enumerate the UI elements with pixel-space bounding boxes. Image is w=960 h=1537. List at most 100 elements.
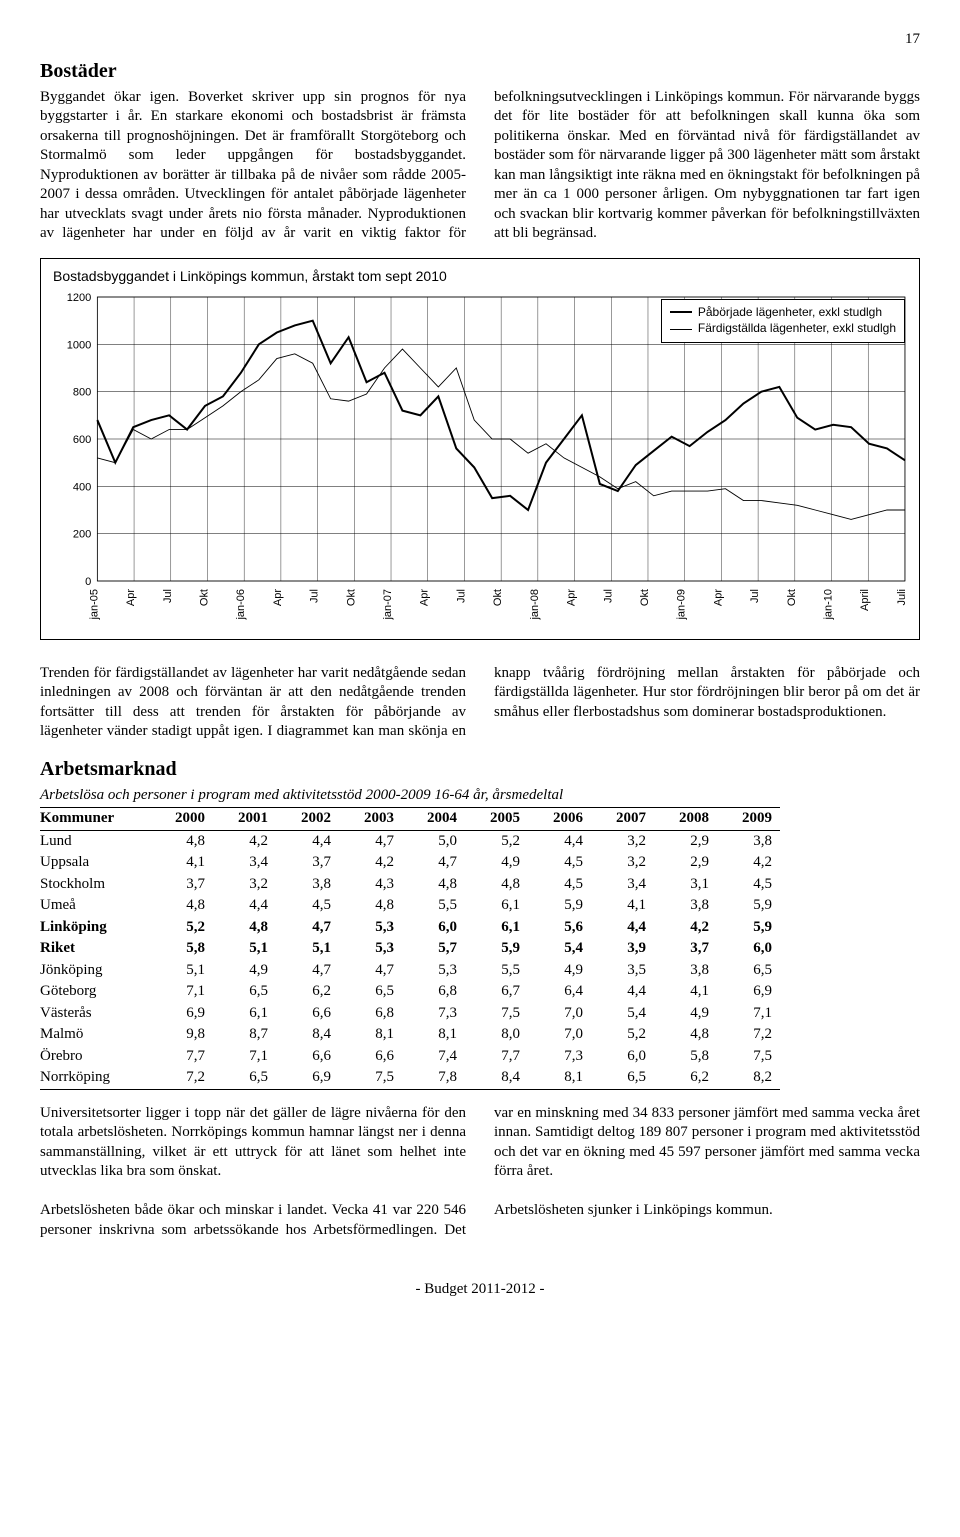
table-cell: 9,8 (150, 1024, 213, 1046)
table-cell: Jönköping (40, 960, 150, 982)
table-row: Jönköping5,14,94,74,75,35,54,93,53,86,5 (40, 960, 780, 982)
table-cell: 6,5 (591, 1067, 654, 1089)
table-cell: 6,4 (528, 981, 591, 1003)
table-cell: 6,5 (339, 981, 402, 1003)
section-bostader-body: Byggandet ökar igen. Boverket skriver up… (40, 88, 920, 244)
svg-text:Jul: Jul (309, 589, 321, 603)
table-cell: 4,7 (276, 960, 339, 982)
table-cell: 6,6 (276, 1003, 339, 1025)
section-arbetsmarknad-title: Arbetsmarknad (40, 756, 920, 782)
table-cell: 6,5 (717, 960, 780, 982)
table-cell: 7,4 (402, 1046, 465, 1068)
table-cell: 5,9 (717, 895, 780, 917)
table-cell: 6,0 (717, 938, 780, 960)
table-cell: 4,9 (213, 960, 276, 982)
table-row: Umeå4,84,44,54,85,56,15,94,13,85,9 (40, 895, 780, 917)
table-row: Västerås6,96,16,66,87,37,57,05,44,97,1 (40, 1003, 780, 1025)
table-cell: 4,3 (339, 874, 402, 896)
table-header-cell: 2008 (654, 808, 717, 831)
table-cell: 5,1 (276, 938, 339, 960)
table-cell: Umeå (40, 895, 150, 917)
svg-text:Okt: Okt (639, 589, 651, 606)
table-cell: 8,7 (213, 1024, 276, 1046)
table-cell: 5,2 (465, 830, 528, 852)
table-cell: 4,8 (465, 874, 528, 896)
table-cell: 4,7 (276, 917, 339, 939)
table-cell: Lund (40, 830, 150, 852)
table-cell: 8,1 (402, 1024, 465, 1046)
table-cell: Riket (40, 938, 150, 960)
table-title: Arbetslösa och personer i program med ak… (40, 786, 920, 806)
table-cell: 6,8 (402, 981, 465, 1003)
table-cell: 5,9 (465, 938, 528, 960)
table-cell: 4,8 (402, 874, 465, 896)
table-cell: Uppsala (40, 852, 150, 874)
table-cell: 8,4 (276, 1024, 339, 1046)
svg-text:1200: 1200 (67, 292, 92, 304)
legend-item: Påbörjade lägenheter, exkl studlgh (670, 305, 896, 321)
table-cell: 5,4 (528, 938, 591, 960)
unemployment-table: Kommuner20002001200220032004200520062007… (40, 807, 780, 1090)
table-cell: 4,1 (654, 981, 717, 1003)
table-row: Lund4,84,24,44,75,05,24,43,22,93,8 (40, 830, 780, 852)
page-footer: - Budget 2011-2012 - (40, 1280, 920, 1300)
table-cell: 8,1 (528, 1067, 591, 1089)
legend-label: Färdigställda lägenheter, exkl studlgh (698, 321, 896, 337)
table-cell: 4,9 (465, 852, 528, 874)
table-cell: 5,0 (402, 830, 465, 852)
svg-text:jan-07: jan-07 (382, 589, 394, 621)
table-cell: 4,8 (654, 1024, 717, 1046)
svg-text:600: 600 (73, 434, 91, 446)
table-cell: 4,7 (402, 852, 465, 874)
table-cell: 7,8 (402, 1067, 465, 1089)
table-cell: 4,1 (150, 852, 213, 874)
table-row: Göteborg7,16,56,26,56,86,76,44,44,16,9 (40, 981, 780, 1003)
table-cell: 6,1 (213, 1003, 276, 1025)
table-header-cell: 2009 (717, 808, 780, 831)
table-cell: 4,4 (528, 830, 591, 852)
chart-legend: Påbörjade lägenheter, exkl studlgh Färdi… (661, 299, 905, 343)
table-cell: 4,5 (528, 874, 591, 896)
table-cell: 4,5 (717, 874, 780, 896)
table-row: Riket5,85,15,15,35,75,95,43,93,76,0 (40, 938, 780, 960)
table-cell: 3,2 (591, 852, 654, 874)
table-cell: 3,5 (591, 960, 654, 982)
table-cell: 4,7 (339, 960, 402, 982)
table-cell: 3,2 (213, 874, 276, 896)
table-cell: 8,0 (465, 1024, 528, 1046)
svg-text:Okt: Okt (198, 589, 210, 606)
legend-label: Påbörjade lägenheter, exkl studlgh (698, 305, 882, 321)
table-row: Malmö9,88,78,48,18,18,07,05,24,87,2 (40, 1024, 780, 1046)
table-cell: 4,8 (213, 917, 276, 939)
table-cell: 2,9 (654, 852, 717, 874)
svg-text:200: 200 (73, 528, 91, 540)
table-cell: 4,4 (591, 917, 654, 939)
table-cell: 5,8 (150, 938, 213, 960)
table-header-cell: 2006 (528, 808, 591, 831)
table-header-cell: 2003 (339, 808, 402, 831)
table-cell: 8,4 (465, 1067, 528, 1089)
table-row: Linköping5,24,84,75,36,06,15,64,44,25,9 (40, 917, 780, 939)
svg-text:Jul: Jul (749, 589, 761, 603)
table-cell: 5,2 (150, 917, 213, 939)
table-header-cell: Kommuner (40, 808, 150, 831)
table-cell: 6,9 (150, 1003, 213, 1025)
table-cell: 6,7 (465, 981, 528, 1003)
table-cell: 7,1 (150, 981, 213, 1003)
table-cell: 6,0 (591, 1046, 654, 1068)
section-arbetsmarknad-body: Universitetsorter ligger i topp när det … (40, 1104, 920, 1241)
table-cell: Göteborg (40, 981, 150, 1003)
table-cell: 6,5 (213, 981, 276, 1003)
table-cell: 8,2 (717, 1067, 780, 1089)
table-cell: 5,2 (591, 1024, 654, 1046)
svg-text:Jul: Jul (455, 589, 467, 603)
table-cell: 6,2 (276, 981, 339, 1003)
svg-text:jan-05: jan-05 (88, 589, 100, 621)
table-cell: 5,3 (339, 938, 402, 960)
table-cell: 4,1 (591, 895, 654, 917)
table-cell: 4,5 (528, 852, 591, 874)
table-cell: 3,8 (654, 895, 717, 917)
table-header-cell: 2005 (465, 808, 528, 831)
table-cell: 5,3 (402, 960, 465, 982)
svg-text:Apr: Apr (272, 588, 284, 605)
